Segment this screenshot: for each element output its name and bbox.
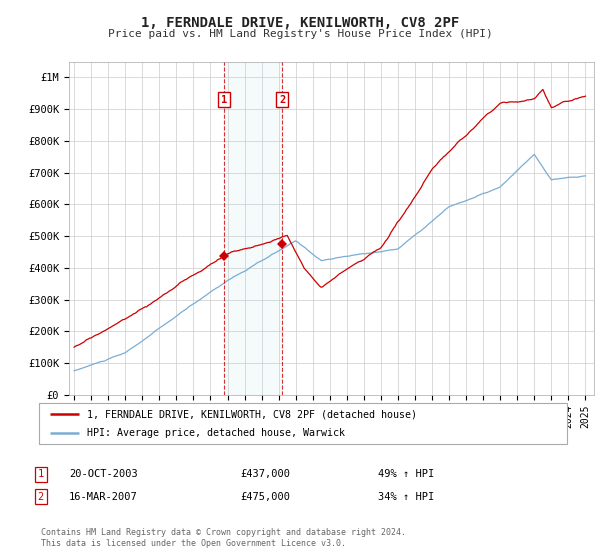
Text: 1: 1 (221, 95, 227, 105)
Text: 2: 2 (279, 95, 285, 105)
Text: Price paid vs. HM Land Registry's House Price Index (HPI): Price paid vs. HM Land Registry's House … (107, 29, 493, 39)
Text: 1: 1 (38, 469, 44, 479)
Text: Contains HM Land Registry data © Crown copyright and database right 2024.
This d: Contains HM Land Registry data © Crown c… (41, 528, 406, 548)
FancyBboxPatch shape (39, 403, 567, 444)
Text: HPI: Average price, detached house, Warwick: HPI: Average price, detached house, Warw… (86, 428, 344, 437)
Bar (224, 62, 282, 395)
Text: 49% ↑ HPI: 49% ↑ HPI (378, 469, 434, 479)
Text: 1, FERNDALE DRIVE, KENILWORTH, CV8 2PF (detached house): 1, FERNDALE DRIVE, KENILWORTH, CV8 2PF (… (86, 409, 416, 419)
Text: 16-MAR-2007: 16-MAR-2007 (69, 492, 138, 502)
Text: 34% ↑ HPI: 34% ↑ HPI (378, 492, 434, 502)
Text: £475,000: £475,000 (240, 492, 290, 502)
Text: £437,000: £437,000 (240, 469, 290, 479)
Text: 2: 2 (38, 492, 44, 502)
Text: 1, FERNDALE DRIVE, KENILWORTH, CV8 2PF: 1, FERNDALE DRIVE, KENILWORTH, CV8 2PF (141, 16, 459, 30)
Text: 20-OCT-2003: 20-OCT-2003 (69, 469, 138, 479)
